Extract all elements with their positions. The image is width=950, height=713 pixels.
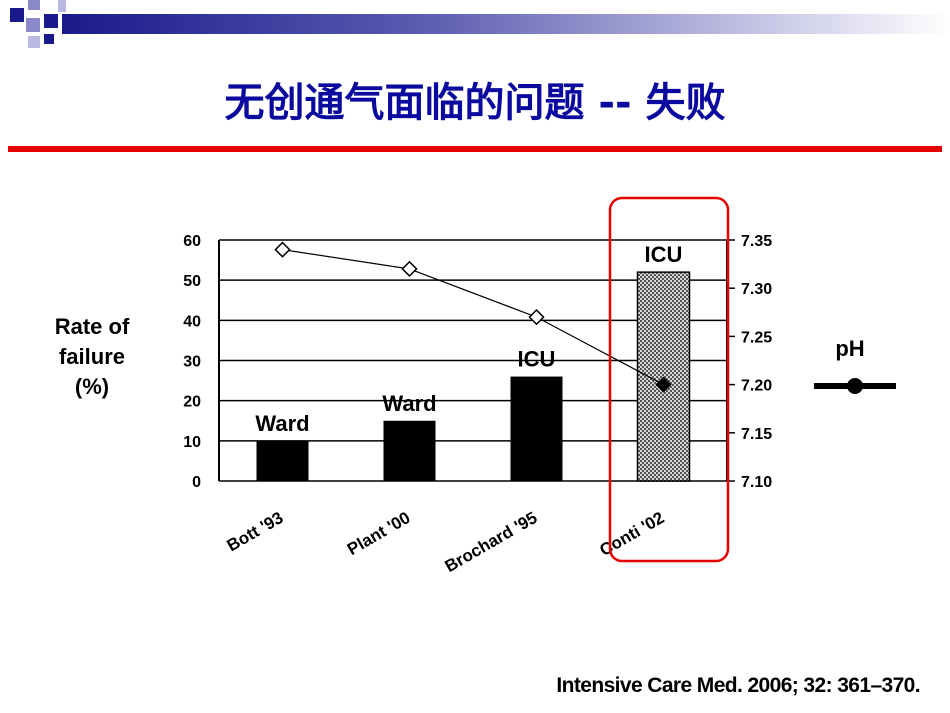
bar-label: ICU: [518, 347, 556, 372]
y-axis-title-line: Rate of: [55, 314, 130, 339]
bar-label: ICU: [645, 242, 683, 267]
ph-line: [282, 249, 664, 386]
ph-series: [274, 241, 672, 393]
bar-label: Ward: [382, 391, 436, 416]
ph-point: [528, 308, 545, 326]
bars: [256, 271, 691, 482]
axes: 0 10 20 30 40 50 60 7.10 7.15 7.20 7.25 7.30 7.35: [183, 233, 772, 491]
category-label: Conti '02: [596, 508, 667, 560]
bar: [256, 440, 309, 481]
y-tick-label: 10: [183, 434, 201, 451]
category-label: Brochard '95: [442, 508, 541, 576]
y-axis-title-line: (%): [75, 374, 109, 399]
title-divider: [8, 146, 942, 152]
ph-legend-marker: [847, 378, 863, 394]
y-tick-label: 0: [192, 474, 201, 491]
y-tick-label: 40: [183, 313, 201, 330]
category-label: Bott '93: [224, 508, 287, 555]
y2-tick-label: 7.20: [741, 378, 772, 395]
y-tick-label: 30: [183, 354, 201, 371]
y-tick-label: 20: [183, 394, 201, 411]
bar: [510, 376, 563, 481]
ph-legend: pH: [814, 336, 896, 394]
y2-tick-label: 7.10: [741, 474, 772, 491]
y-axis-title-line: failure: [59, 344, 125, 369]
y2-tick-label: 7.15: [741, 426, 772, 443]
y2-tick-label: 7.30: [741, 281, 772, 298]
highlight-box: [608, 196, 730, 563]
slide-title: 无创通气面临的问题 -- 失败: [224, 80, 726, 126]
y2-tick-label: 7.35: [741, 233, 772, 250]
y2-tick-label: 7.25: [741, 329, 772, 346]
citation: Intensive Care Med. 2006; 32: 361–370.: [556, 674, 920, 697]
ph-point: [274, 241, 291, 258]
labels: Ward Bott '93 Ward Plant '00 ICU Brochard '95…: [55, 242, 683, 576]
ph-point: [401, 260, 418, 278]
category-label: Plant '00: [344, 508, 413, 559]
ph-legend-label: pH: [835, 336, 864, 361]
corner-decoration: [0, 0, 80, 60]
ph-point: [655, 376, 672, 393]
header-band: [62, 14, 950, 34]
bar: [383, 420, 436, 481]
y-tick-label: 60: [183, 233, 201, 250]
y-tick-label: 50: [183, 273, 201, 290]
bar-label: Ward: [255, 411, 309, 436]
